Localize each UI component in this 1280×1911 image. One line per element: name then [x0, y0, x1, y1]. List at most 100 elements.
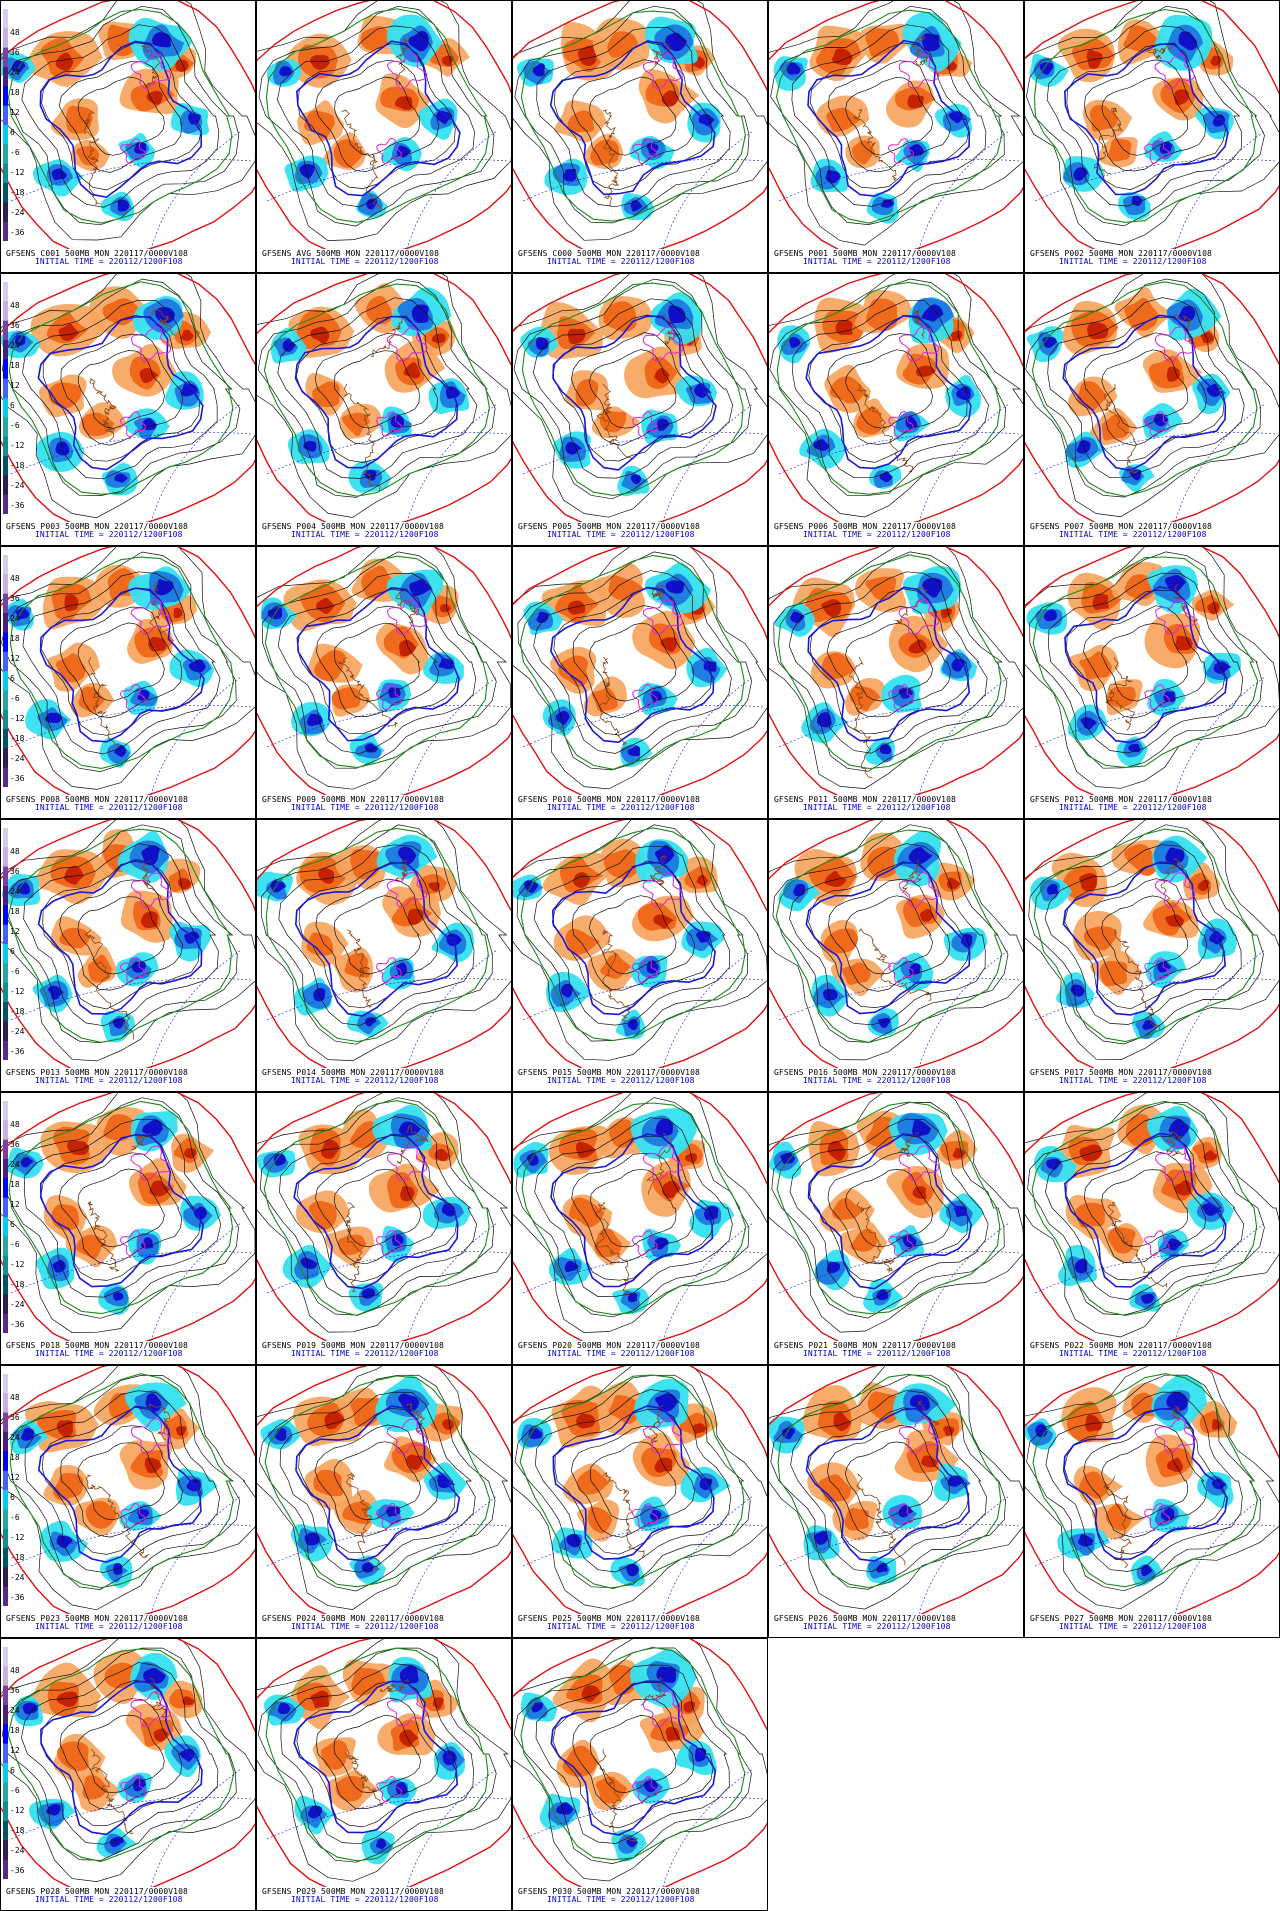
colorbar-label: 36	[10, 321, 20, 330]
colorbar-swatch	[3, 398, 8, 418]
colorbar-swatch	[3, 1313, 8, 1333]
colorbar-label: 36	[10, 1686, 20, 1695]
colorbar-label: -12	[10, 1806, 25, 1815]
panel-caption: GFSENS P005 500MB MON 220117/0000V108	[518, 522, 700, 531]
panel-caption: GFSENS C001 500MB MON 220117/0000V108	[6, 249, 188, 258]
ensemble-panel-p007: GFSENS P007 500MB MON 220117/0000V108 INI…	[1024, 273, 1280, 546]
panel-caption: GFSENS P011 500MB MON 220117/0000V108	[774, 795, 956, 804]
colorbar-label: 12	[10, 654, 20, 663]
colorbar-swatch	[3, 456, 8, 476]
colorbar-swatch	[3, 378, 8, 399]
ensemble-panel-p012: GFSENS P012 500MB MON 220117/0000V108 INI…	[1024, 546, 1280, 819]
colorbar-label: 18	[10, 1180, 20, 1189]
colorbar-label: 24	[10, 341, 20, 350]
colorbar-swatch	[3, 125, 8, 145]
colorbar-swatch	[3, 1763, 8, 1783]
panel-initial-time: INITIAL TIME = 220112/1200F108	[35, 1349, 183, 1358]
height-anomaly-map	[769, 547, 1023, 795]
colorbar-swatch	[3, 1432, 8, 1452]
colorbar-swatch	[3, 144, 8, 165]
ensemble-panel-p020: GFSENS P020 500MB MON 220117/0000V108 INI…	[512, 1092, 768, 1365]
colorbar-label: -36	[10, 1593, 25, 1602]
colorbar-swatch	[3, 1451, 8, 1472]
colorbar-label: 48	[10, 301, 20, 310]
colorbar-label: 48	[10, 1120, 20, 1129]
panel-initial-time: INITIAL TIME = 220112/1200F108	[291, 1895, 439, 1904]
colorbar-label: -36	[10, 228, 25, 237]
colorbar-label: 6	[10, 1766, 15, 1775]
height-anomaly-map	[257, 274, 511, 522]
height-anomaly-map	[257, 1093, 511, 1341]
ensemble-panel-p025: GFSENS P025 500MB MON 220117/0000V108 INI…	[512, 1365, 768, 1638]
panel-caption: GFSENS P026 500MB MON 220117/0000V108	[774, 1614, 956, 1623]
colorbar	[3, 1101, 8, 1333]
panel-initial-time: INITIAL TIME = 220112/1200F108	[291, 1076, 439, 1085]
panel-caption: GFSENS P015 500MB MON 220117/0000V108	[518, 1068, 700, 1077]
height-anomaly-map	[769, 1366, 1023, 1614]
colorbar-swatch	[3, 1470, 8, 1491]
colorbar-label: -18	[10, 461, 25, 470]
height-anomaly-map	[1, 1093, 255, 1341]
colorbar-swatch	[3, 828, 8, 848]
panel-caption: GFSENS P002 500MB MON 220117/0000V108	[1030, 249, 1212, 258]
panel-initial-time: INITIAL TIME = 220112/1200F108	[547, 1622, 695, 1631]
colorbar-label: -24	[10, 481, 25, 490]
colorbar-swatch	[3, 301, 8, 322]
ensemble-panel-p022: GFSENS P022 500MB MON 220117/0000V108 INI…	[1024, 1092, 1280, 1365]
height-anomaly-map	[257, 820, 511, 1068]
panel-caption: GFSENS P001 500MB MON 220117/0000V108	[774, 249, 956, 258]
colorbar-swatch	[3, 221, 8, 241]
colorbar-swatch	[3, 67, 8, 87]
panel-initial-time: INITIAL TIME = 220112/1200F108	[803, 803, 951, 812]
colorbar-label: 12	[10, 381, 20, 390]
colorbar-swatch	[3, 555, 8, 575]
ensemble-panel-p024: GFSENS P024 500MB MON 220117/0000V108 INI…	[256, 1365, 512, 1638]
colorbar-swatch	[3, 944, 8, 964]
colorbar-label: 6	[10, 401, 15, 410]
panel-caption: GFSENS P004 500MB MON 220117/0000V108	[262, 522, 444, 531]
colorbar-swatch	[3, 748, 8, 769]
colorbar-swatch	[3, 1801, 8, 1822]
panel-caption: GFSENS P007 500MB MON 220117/0000V108	[1030, 522, 1212, 531]
height-anomaly-map	[513, 820, 767, 1068]
height-anomaly-map	[1025, 1093, 1279, 1341]
colorbar	[3, 1647, 8, 1879]
colorbar-label: -12	[10, 987, 25, 996]
colorbar-label: 36	[10, 1413, 20, 1422]
colorbar-swatch	[3, 767, 8, 787]
panel-caption: GFSENS P021 500MB MON 220117/0000V108	[774, 1341, 956, 1350]
ensemble-panel-p004: GFSENS P004 500MB MON 220117/0000V108 INI…	[256, 273, 512, 546]
panel-initial-time: INITIAL TIME = 220112/1200F108	[1059, 257, 1207, 266]
colorbar-swatch	[3, 1120, 8, 1141]
colorbar-swatch	[3, 320, 8, 341]
height-anomaly-map	[1025, 820, 1279, 1068]
height-anomaly-map	[1025, 547, 1279, 795]
colorbar-swatch	[3, 475, 8, 496]
panel-initial-time: INITIAL TIME = 220112/1200F108	[547, 257, 695, 266]
colorbar-label: -24	[10, 1846, 25, 1855]
colorbar-swatch	[3, 1859, 8, 1879]
panel-caption: GFSENS P014 500MB MON 220117/0000V108	[262, 1068, 444, 1077]
panel-initial-time: INITIAL TIME = 220112/1200F108	[35, 257, 183, 266]
height-anomaly-map	[1, 820, 255, 1068]
colorbar-swatch	[3, 1255, 8, 1276]
height-anomaly-map	[513, 1366, 767, 1614]
panel-caption: GFSENS P018 500MB MON 220117/0000V108	[6, 1341, 188, 1350]
colorbar-label: 24	[10, 1433, 20, 1442]
colorbar-swatch	[3, 359, 8, 380]
colorbar-swatch	[3, 1197, 8, 1218]
colorbar	[3, 1374, 8, 1606]
colorbar-label: 12	[10, 108, 20, 117]
ensemble-panel-p018: 48 36 24 18 12 6 -6 -12 -18 -24 -36 GFSENS P018 500…	[0, 1092, 256, 1365]
height-anomaly-map	[513, 1, 767, 249]
colorbar-label: -6	[10, 694, 20, 703]
colorbar-label: 36	[10, 594, 20, 603]
colorbar-label: -36	[10, 501, 25, 510]
colorbar-label: 36	[10, 48, 20, 57]
ensemble-panel-p023: 48 36 24 18 12 6 -6 -12 -18 -24 -36 GFSENS P023 500…	[0, 1365, 256, 1638]
colorbar-swatch	[3, 1002, 8, 1022]
colorbar-swatch	[3, 866, 8, 887]
panel-initial-time: INITIAL TIME = 220112/1200F108	[1059, 1076, 1207, 1085]
colorbar-label: -12	[10, 714, 25, 723]
ensemble-panel-p017: GFSENS P017 500MB MON 220117/0000V108 INI…	[1024, 819, 1280, 1092]
